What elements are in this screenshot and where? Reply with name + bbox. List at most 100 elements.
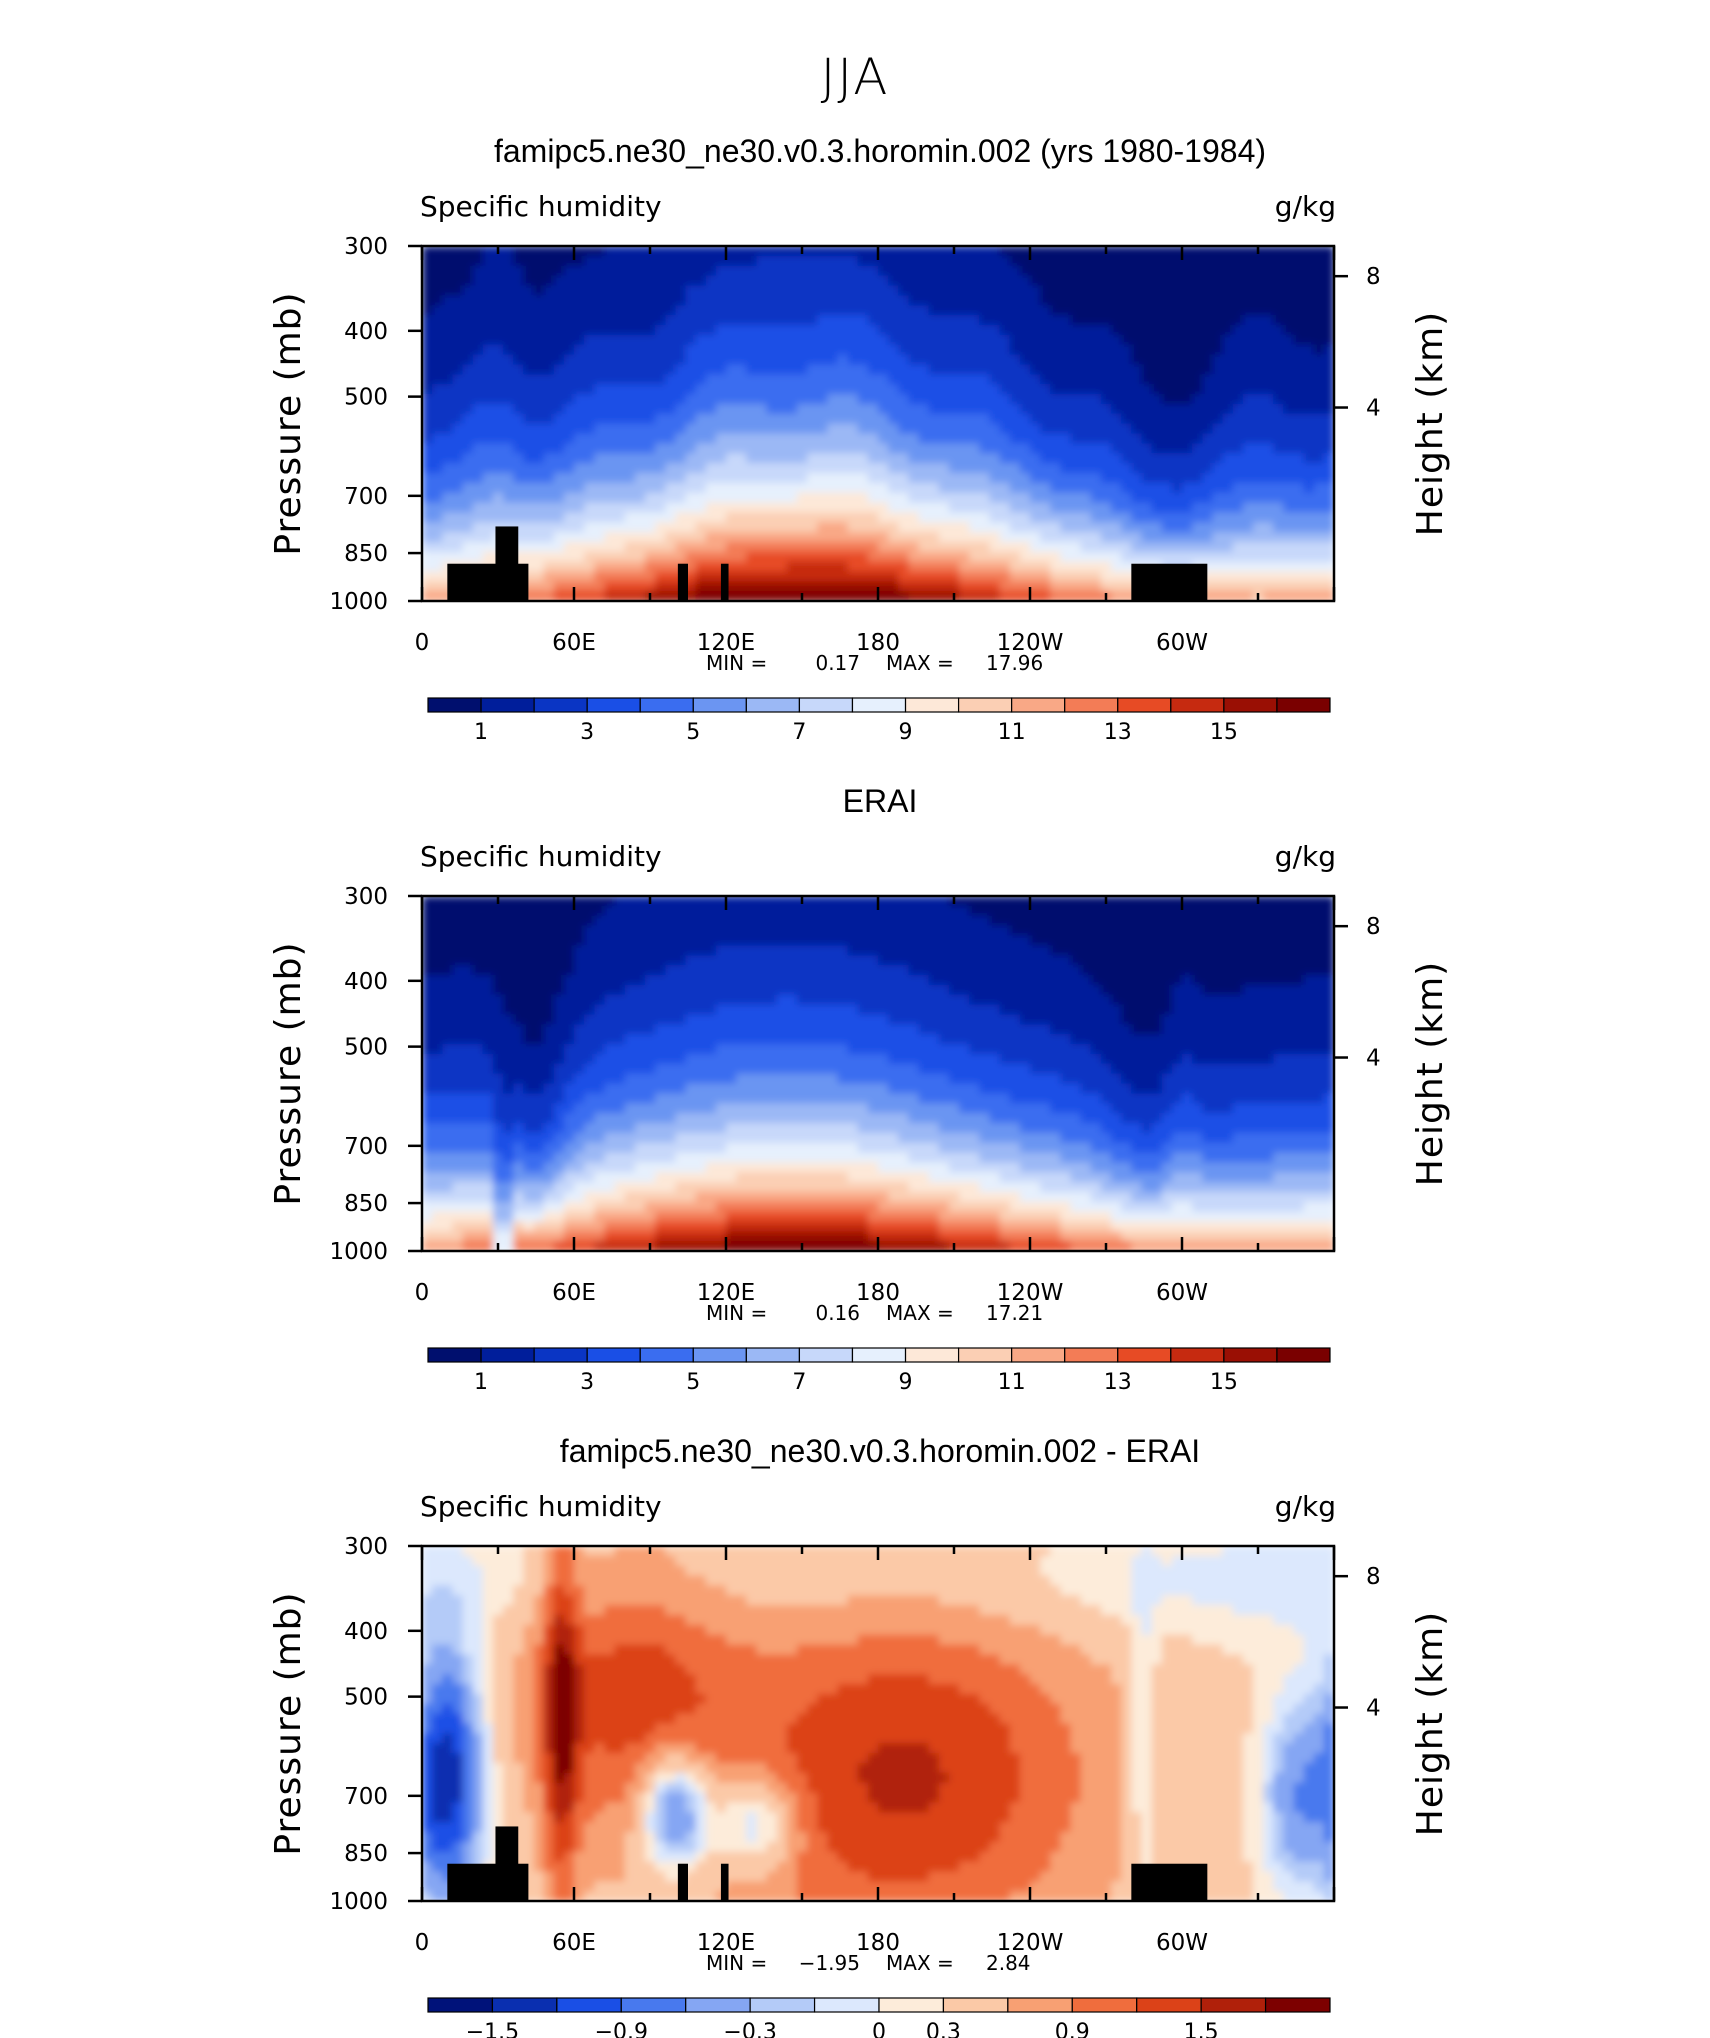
y-tick-label: 500 bbox=[344, 1035, 388, 1061]
colorbar-box bbox=[904, 1347, 960, 1363]
y-tick-label: 300 bbox=[344, 234, 388, 260]
colorbar-box bbox=[1276, 1347, 1331, 1363]
colorbar-box bbox=[1064, 697, 1119, 713]
x-tick-label: 120W bbox=[997, 1930, 1064, 1956]
max-label: MAX = bbox=[886, 651, 954, 675]
panel-title: famipc5.ne30_ne30.v0.3.horomin.002 - ERA… bbox=[560, 1433, 1200, 1469]
x-tick-label: 180 bbox=[856, 1280, 900, 1306]
x-tick-label: 60E bbox=[552, 1930, 596, 1956]
colorbar-box bbox=[491, 1997, 558, 2013]
y-right-tick-label: 4 bbox=[1366, 1046, 1381, 1072]
panel-3: famipc5.ne30_ne30.v0.3.horomin.002 - ERA… bbox=[268, 1433, 1451, 2038]
colorbar-box bbox=[480, 1347, 535, 1363]
colorbar-box bbox=[639, 697, 694, 713]
contour-field bbox=[422, 1546, 1334, 1901]
colorbar-label: 13 bbox=[1104, 720, 1132, 745]
colorbar-box bbox=[427, 1997, 494, 2013]
topography-mask bbox=[447, 526, 1208, 602]
colorbar-box bbox=[1011, 697, 1066, 713]
colorbar-label: −1.5 bbox=[466, 2020, 519, 2038]
colorbar-label: 9 bbox=[899, 720, 913, 745]
colorbar-box bbox=[1200, 1997, 1267, 2013]
min-value: −1.95 bbox=[799, 1951, 860, 1975]
x-tick-label: 60W bbox=[1156, 630, 1208, 656]
units-label: g/kg bbox=[1275, 190, 1336, 223]
colorbar-box bbox=[813, 1997, 880, 2013]
panel-1: famipc5.ne30_ne30.v0.3.horomin.002 (yrs … bbox=[268, 133, 1451, 745]
colorbar-box bbox=[427, 1347, 482, 1363]
y-right-tick-label: 4 bbox=[1366, 1696, 1381, 1722]
colorbar-box bbox=[957, 697, 1013, 713]
colorbar-box bbox=[556, 1997, 622, 2013]
x-tick-label: 120W bbox=[997, 1280, 1064, 1306]
contour-field bbox=[422, 896, 1334, 1251]
y-tick-label: 850 bbox=[344, 1841, 388, 1867]
y-tick-label: 1000 bbox=[329, 1239, 388, 1265]
colorbar-label: 15 bbox=[1210, 1370, 1238, 1395]
colorbar-box bbox=[480, 697, 535, 713]
y-tick-label: 400 bbox=[344, 969, 388, 995]
y-tick-label: 700 bbox=[344, 484, 388, 510]
colorbar-box bbox=[1136, 1997, 1202, 2013]
colorbar-label: 7 bbox=[792, 720, 806, 745]
colorbar-box bbox=[639, 1347, 694, 1363]
y-tick-label: 850 bbox=[344, 541, 388, 567]
colorbar-label: 11 bbox=[998, 1370, 1026, 1395]
x-tick-label: 60E bbox=[552, 630, 596, 656]
y-tick-label: 500 bbox=[344, 385, 388, 411]
units-label: g/kg bbox=[1275, 840, 1336, 873]
colorbar-box bbox=[798, 697, 854, 713]
colorbar-box bbox=[1276, 697, 1331, 713]
variable-label: Specific humidity bbox=[420, 190, 662, 223]
figure-title: JJA bbox=[820, 48, 890, 106]
colorbar-label: 0.3 bbox=[926, 2020, 961, 2038]
y-tick-label: 1000 bbox=[329, 1889, 388, 1915]
min-label: MIN = bbox=[706, 1301, 767, 1325]
panel-title: ERAI bbox=[843, 783, 918, 819]
x-tick-label: 60W bbox=[1156, 1280, 1208, 1306]
min-label: MIN = bbox=[706, 1951, 767, 1975]
colorbar: 1 3 5 7 9 11 13 15 bbox=[427, 1347, 1331, 1395]
colorbar-box bbox=[878, 1997, 945, 2013]
contour-field bbox=[422, 246, 1334, 601]
colorbar-box bbox=[904, 697, 960, 713]
y-tick-label: 300 bbox=[344, 1534, 388, 1560]
panel-title: famipc5.ne30_ne30.v0.3.horomin.002 (yrs … bbox=[494, 133, 1266, 169]
colorbar-box bbox=[1071, 1997, 1138, 2013]
colorbar-box bbox=[586, 697, 641, 713]
y-axis-right-title: Height (km) bbox=[1410, 311, 1451, 536]
colorbar-label: 1 bbox=[474, 1370, 488, 1395]
colorbar-box bbox=[533, 1347, 588, 1363]
colorbar-box bbox=[685, 1997, 751, 2013]
x-tick-label: 120W bbox=[997, 630, 1064, 656]
min-value: 0.16 bbox=[815, 1301, 860, 1325]
colorbar-box bbox=[957, 1347, 1013, 1363]
colorbar-label: −0.3 bbox=[723, 2020, 776, 2038]
y-axis-title: Pressure (mb) bbox=[268, 1591, 309, 1855]
x-tick-label: 120E bbox=[697, 630, 755, 656]
colorbar-box bbox=[692, 697, 747, 713]
colorbar-box bbox=[533, 697, 588, 713]
panel-2: ERAI Specific humidity g/kg 0 60E 120E 180 120W… bbox=[268, 783, 1451, 1395]
x-tick-label: 120E bbox=[697, 1930, 755, 1956]
colorbar-label: −0.9 bbox=[595, 2020, 648, 2038]
y-tick-label: 500 bbox=[344, 1685, 388, 1711]
y-tick-label: 700 bbox=[344, 1134, 388, 1160]
x-tick-label: 0 bbox=[415, 1280, 430, 1306]
colorbar-label: 0 bbox=[872, 2020, 886, 2038]
y-tick-label: 400 bbox=[344, 319, 388, 345]
colorbar-label: 9 bbox=[899, 1370, 913, 1395]
colorbar: −1.5 −0.9 −0.3 0 0.3 0.9 1.5 bbox=[427, 1997, 1331, 2038]
colorbar-box bbox=[1064, 1347, 1119, 1363]
colorbar-label: 5 bbox=[686, 1370, 700, 1395]
colorbar-label: 3 bbox=[580, 1370, 594, 1395]
y-tick-label: 300 bbox=[344, 884, 388, 910]
x-tick-label: 180 bbox=[856, 630, 900, 656]
x-tick-label: 0 bbox=[415, 630, 430, 656]
y-axis-title: Pressure (mb) bbox=[268, 941, 309, 1205]
colorbar-box bbox=[1117, 1347, 1172, 1363]
colorbar-label: 3 bbox=[580, 720, 594, 745]
max-value: 17.21 bbox=[986, 1301, 1043, 1325]
x-tick-label: 180 bbox=[856, 1930, 900, 1956]
